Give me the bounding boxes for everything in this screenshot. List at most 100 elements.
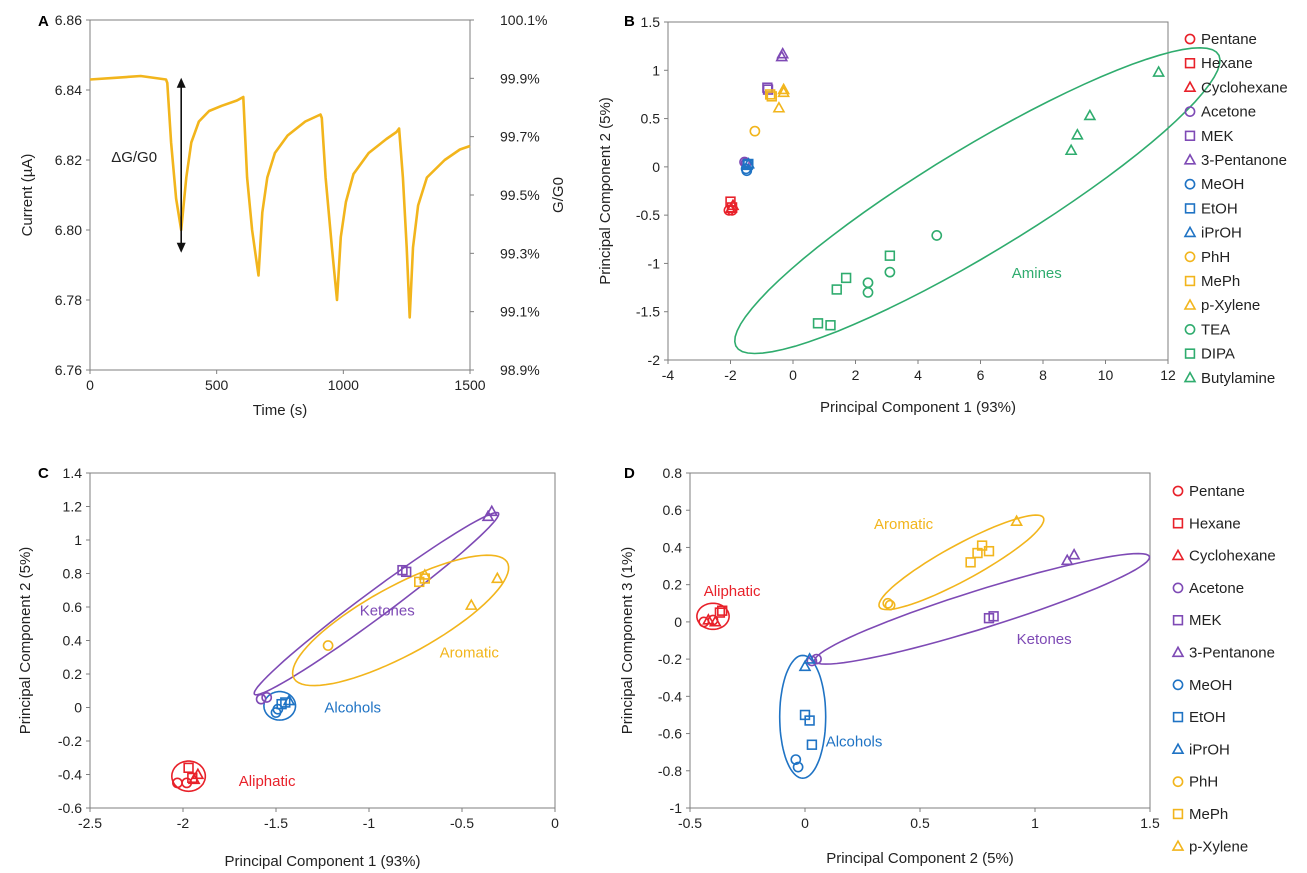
legend-marker-meoh — [1184, 178, 1196, 190]
legend-marker-tea — [1184, 323, 1196, 335]
y-tick-label: 6.80 — [55, 222, 82, 238]
x-tick-label: 0 — [86, 377, 94, 393]
point-dipa — [884, 250, 896, 261]
point-p-xylene — [1010, 514, 1023, 526]
x-tick-label: 0 — [801, 815, 809, 831]
cluster-ellipse-amines — [733, 46, 1221, 355]
y-tick-label: 1 — [74, 532, 82, 548]
point-hexane — [714, 607, 726, 618]
legend-label-p-xylene: p-Xylene — [1189, 838, 1248, 855]
y-tick-label: 1.4 — [63, 465, 83, 481]
legend-label-meoh: MeOH — [1189, 677, 1232, 694]
legend-marker-pentane — [1184, 33, 1196, 45]
legend-label-butylamine: Butylamine — [1201, 370, 1275, 387]
point-iproh — [803, 652, 816, 664]
panel-b: -4 -2 0 2 4 6 8 10 12-2-1.5-1-0.500.511.5Princip… — [597, 13, 1221, 416]
legend-label-phh: PhH — [1201, 249, 1230, 266]
legend-label-pentane: Pentane — [1201, 31, 1257, 48]
y-tick-label: 0 — [674, 614, 682, 630]
point-cyclohexane — [726, 198, 740, 211]
x-tick-label: 0 — [789, 367, 797, 383]
point-p-xylene — [772, 101, 786, 113]
cluster-ellipse-aromatic — [878, 514, 1045, 611]
legend-label-pentane: Pentane — [1189, 483, 1245, 500]
legend-marker-3-pentanone — [1183, 153, 1197, 165]
y-tick-label: -1 — [670, 800, 683, 816]
x-tick-label: 10 — [1098, 367, 1114, 383]
x-tick-label: 500 — [205, 377, 229, 393]
cluster-label-aliphatic: Aliphatic — [239, 773, 296, 790]
y2-tick-label: 99.3% — [500, 245, 540, 261]
y-tick-label: 0.8 — [63, 566, 83, 582]
legend-marker-3-pentanone — [1171, 645, 1185, 658]
point-butylamine — [1152, 65, 1165, 77]
y-tick-label: 1.2 — [63, 499, 83, 515]
point-meph — [766, 91, 777, 102]
legend-label-meph: MePh — [1189, 806, 1228, 823]
cluster-ellipse-aliphatic — [696, 602, 730, 631]
x-tick-label: 2 — [852, 367, 860, 383]
delta-arrow-head-up — [176, 77, 186, 88]
point-3-pentanone — [1067, 548, 1081, 560]
y-tick-label: 0.6 — [663, 502, 683, 518]
y-tick-label: -0.2 — [658, 651, 682, 667]
cluster-label-amines: Amines — [1012, 265, 1062, 282]
y-tick-label: 6.86 — [55, 12, 82, 28]
y2-tick-label: 98.9% — [500, 362, 540, 378]
legend-label-dipa: DIPA — [1201, 346, 1235, 363]
y-tick-label: -0.4 — [658, 688, 682, 704]
legend-label-mek: MEK — [1189, 612, 1222, 629]
point-p-xylene — [777, 85, 790, 98]
y-tick-label: -0.6 — [58, 800, 82, 816]
legend-marker-cyclohexane — [1183, 80, 1197, 92]
point-tea — [862, 286, 874, 298]
y-tick-label: -0.6 — [658, 726, 682, 742]
point-cyclohexane — [708, 615, 722, 627]
y-tick-label: 6.84 — [55, 82, 82, 98]
point-phh — [749, 125, 761, 137]
x-axis-label: Principal Component 1 (93%) — [820, 399, 1016, 416]
y-tick-label: 0.8 — [663, 465, 683, 481]
cluster-label-ketones: Ketones — [1017, 631, 1072, 648]
point-phh — [322, 640, 334, 651]
y-tick-label: 0 — [652, 159, 660, 175]
point-p-xylene — [418, 568, 432, 580]
point-mek — [400, 566, 412, 578]
cluster-ellipse-ketones — [253, 511, 500, 696]
legend-marker-iproh — [1171, 742, 1185, 755]
plot-frame — [89, 472, 556, 809]
x-tick-label: -0.5 — [450, 815, 474, 831]
y-tick-label: -0.4 — [58, 767, 82, 783]
point-hexane — [183, 762, 194, 774]
legend-label-3-pentanone: 3-Pentanone — [1189, 645, 1275, 662]
point-meph — [983, 545, 995, 557]
point-tea — [862, 277, 874, 289]
y-tick-label: 1 — [652, 62, 660, 78]
cluster-ellipse-ketones — [813, 552, 1151, 665]
legend-marker-mek — [1172, 614, 1184, 626]
legend-marker-mek — [1184, 130, 1196, 141]
point-etoh — [804, 715, 815, 726]
cluster-label-aromatic: Aromatic — [440, 644, 500, 661]
point-iproh — [742, 157, 755, 169]
plot-frame — [667, 21, 1169, 361]
point-cyclohexane — [191, 767, 205, 780]
cluster-label-alcohols: Alcohols — [324, 700, 381, 717]
point-iproh — [282, 693, 296, 706]
x-tick-label: 0 — [551, 815, 559, 831]
x-tick-label: -1.5 — [264, 815, 288, 831]
legend-marker-meoh — [1172, 679, 1184, 691]
legend-label-acetone: Acetone — [1201, 104, 1256, 121]
point-tea — [931, 230, 943, 241]
legend-marker-hexane — [1172, 518, 1184, 529]
panel-a: 0 500 1000 1500 6.76 6.78 6.80 6.82 6.84 6.86 Time… — [19, 12, 567, 419]
panel-letter-c: C — [38, 465, 49, 482]
y-tick-label: 6.82 — [55, 152, 82, 168]
point-dipa — [825, 320, 836, 331]
y-tick-label: 0 — [74, 700, 82, 716]
panel-c: -2.5 -2 -1.5 -1 -0.5 0 -0.6 -0.4 -0.2 0 0.2 0.4 0.6 0… — [17, 465, 559, 870]
legend-label-etoh: EtOH — [1189, 709, 1226, 726]
x-tick-label: -0.5 — [678, 815, 702, 831]
point-dipa — [812, 318, 824, 329]
